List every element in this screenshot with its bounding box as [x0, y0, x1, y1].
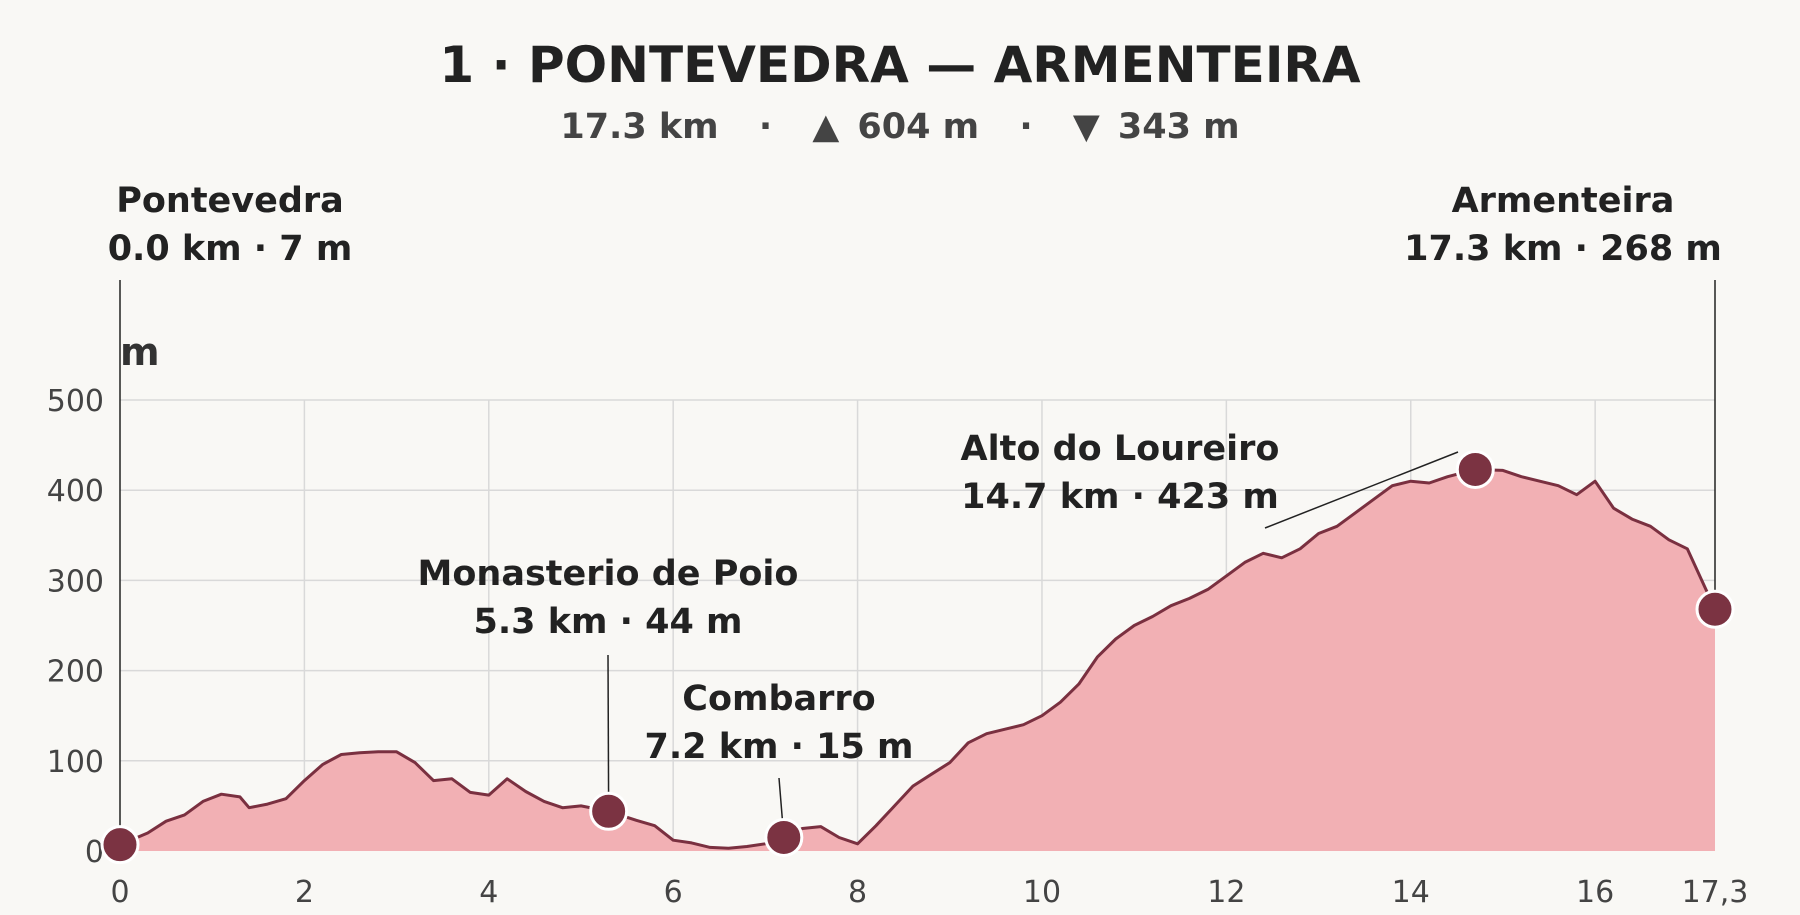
chart-title: 1 · PONTEVEDRA — ARMENTEIRA: [439, 36, 1361, 94]
x-tick-label: 0: [110, 875, 129, 910]
y-axis-unit-label: m: [120, 330, 160, 374]
x-tick-label: 4: [479, 875, 498, 910]
subtitle-ascent: 604 m: [857, 107, 979, 147]
waypoint-marker: [589, 791, 629, 831]
waypoint-distance-elevation: 0.0 km · 7 m: [108, 229, 353, 269]
waypoint-name: Alto do Loureiro: [961, 429, 1280, 469]
x-tick-label: 16: [1576, 875, 1614, 910]
y-tick-label: 200: [47, 655, 104, 690]
elevation-fill: [120, 469, 1715, 851]
elevation-area: [119, 468, 1717, 851]
ascent-icon: ▲: [812, 107, 839, 147]
subtitle-distance: 17.3 km: [560, 107, 718, 147]
waypoint-name: Armenteira: [1452, 181, 1675, 221]
waypoint-leader-line: [1264, 451, 1459, 529]
waypoints: Pontevedra 0.0 km · 7 m Monasterio de Poio…: [100, 181, 1735, 865]
y-tick-label: 500: [47, 384, 104, 419]
waypoint-distance-elevation: 14.7 km · 423 m: [961, 477, 1279, 517]
y-tick-label: 0: [85, 835, 104, 870]
x-tick-label: 6: [664, 875, 683, 910]
x-tick-label: 17,3: [1682, 875, 1749, 910]
waypoint-distance-elevation: 17.3 km · 268 m: [1404, 229, 1722, 269]
x-tick-label: 2: [295, 875, 314, 910]
waypoint-distance-elevation: 7.2 km · 15 m: [645, 727, 914, 767]
y-tick-label: 300: [47, 564, 104, 599]
descent-icon: ▼: [1073, 107, 1100, 147]
waypoint-marker: [1455, 449, 1495, 489]
elevation-line: [119, 468, 1717, 850]
subtitle-separator: ·: [1019, 107, 1032, 147]
x-tick-label: 14: [1392, 875, 1430, 910]
waypoint-name: Combarro: [682, 679, 875, 719]
subtitle-separator: ·: [759, 107, 772, 147]
waypoint-leader-line: [607, 654, 610, 812]
axis-ticks: 0 100 200 300 400 500 0 2 4 6 8 10 12 14 16 17,3: [47, 384, 1749, 910]
waypoint-marker: [764, 817, 804, 857]
subtitle-descent: 343 m: [1118, 107, 1240, 147]
x-tick-label: 12: [1207, 875, 1245, 910]
y-tick-label: 400: [47, 474, 104, 509]
waypoint-marker: [1695, 589, 1735, 629]
x-tick-label: 8: [848, 875, 867, 910]
waypoint-name: Monasterio de Poio: [418, 554, 799, 594]
y-tick-label: 100: [47, 745, 104, 780]
chart-subtitle: 17.3 km · ▲ 604 m · ▼ 343 m: [560, 107, 1239, 147]
waypoint-name: Pontevedra: [116, 181, 344, 221]
waypoint-distance-elevation: 5.3 km · 44 m: [474, 602, 743, 642]
waypoint-marker: [100, 825, 140, 865]
x-tick-label: 10: [1023, 875, 1061, 910]
